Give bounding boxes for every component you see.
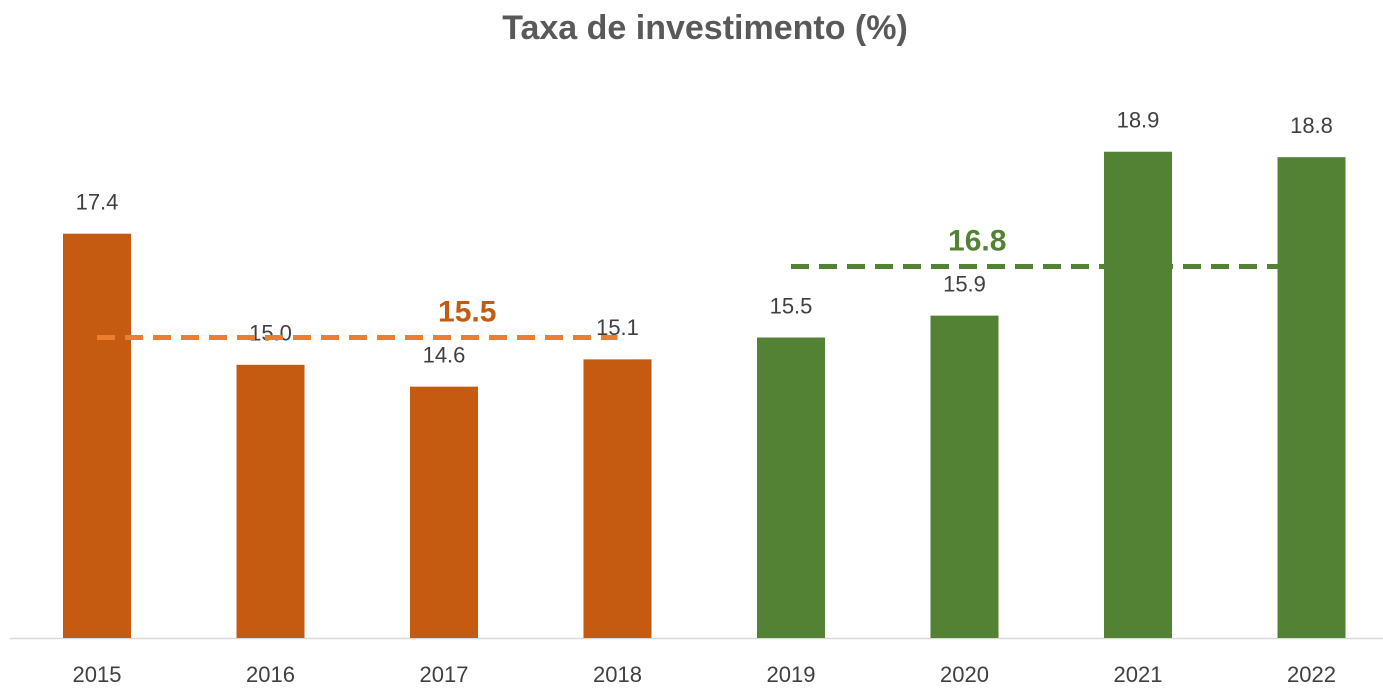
value-label: 15.9 (943, 271, 986, 296)
bar (583, 359, 652, 638)
value-label: 18.9 (1117, 108, 1160, 133)
bar (930, 315, 999, 638)
x-tick-label: 2018 (593, 662, 642, 687)
bar (63, 233, 131, 638)
value-label: 15.5 (770, 293, 813, 318)
x-tick-label: 2022 (1287, 662, 1336, 687)
x-tick-label: 2015 (73, 662, 122, 687)
chart-title: Taxa de investimento (%) (502, 9, 908, 47)
bar (410, 386, 478, 638)
value-label: 14.6 (423, 342, 466, 367)
x-tick-label: 2020 (940, 662, 989, 687)
x-tick-label: 2019 (767, 662, 816, 687)
x-tick-label: 2017 (420, 662, 469, 687)
value-label: 15.0 (249, 321, 292, 346)
bar (1104, 151, 1172, 638)
value-label: 17.4 (76, 190, 119, 215)
bar (757, 337, 825, 638)
x-tick-label: 2016 (246, 662, 295, 687)
value-label: 18.8 (1290, 113, 1333, 138)
bar (236, 364, 305, 638)
bar (1277, 157, 1346, 638)
average-label: 15.5 (438, 295, 496, 328)
x-tick-label: 2021 (1114, 662, 1163, 687)
average-label: 16.8 (948, 224, 1006, 257)
